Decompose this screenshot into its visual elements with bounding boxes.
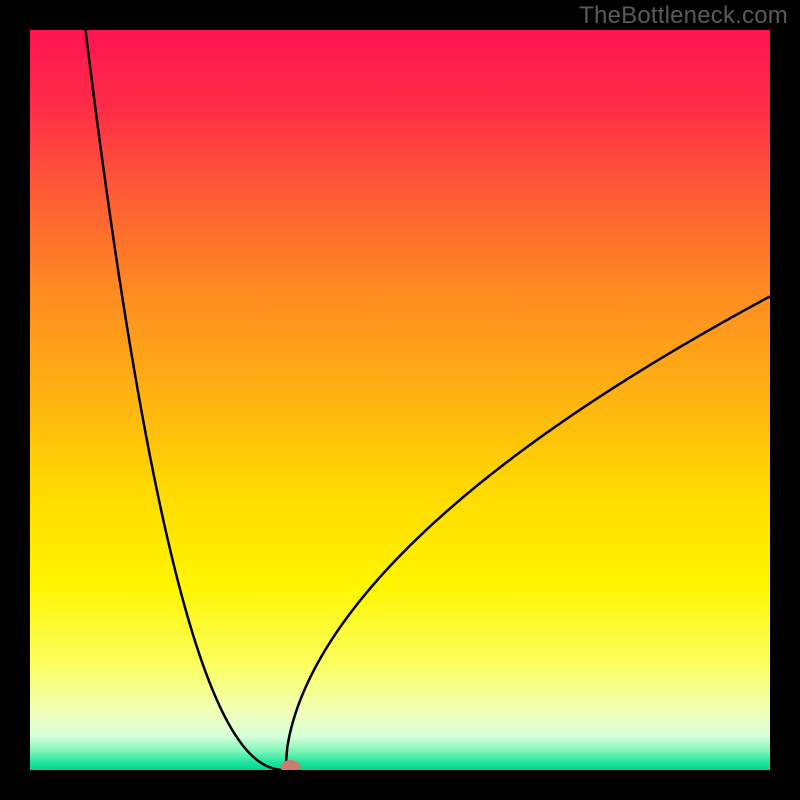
chart-frame: TheBottleneck.com (0, 0, 800, 800)
plot-area (30, 30, 770, 770)
watermark-text: TheBottleneck.com (579, 2, 788, 30)
bottleneck-curve-chart (30, 30, 770, 770)
gradient-background (30, 30, 770, 770)
